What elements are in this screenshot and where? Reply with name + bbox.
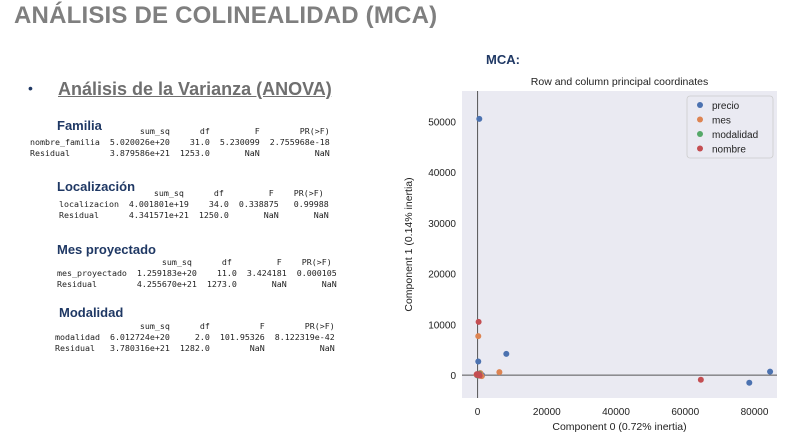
data-point-mes	[496, 369, 503, 376]
legend-marker-modalidad	[697, 131, 703, 137]
data-point-precio	[476, 115, 483, 122]
x-tick-label: 60000	[671, 407, 699, 418]
y-tick-label: 40000	[428, 168, 456, 179]
section-title-familia: Familia	[57, 118, 102, 133]
section-title-modalidad: Modalidad	[59, 305, 124, 320]
mca-scatter-chart: Row and column principal coordinates 0 200…	[403, 76, 777, 433]
data-point-nombre	[475, 371, 482, 378]
legend-marker-nombre	[697, 145, 703, 152]
data-point-nombre	[475, 318, 482, 325]
data-point-nombre	[697, 376, 704, 383]
section-title-localizacion: Localización	[57, 179, 136, 194]
y-tick-label: 0	[450, 371, 456, 382]
slide-title: ANÁLISIS DE COLINEALIDAD (MCA)	[14, 2, 438, 29]
y-tick-label: 10000	[428, 320, 456, 331]
anova-table-localizacion: sum_sq df F PR(>F) localizacion 4.001801…	[59, 188, 329, 220]
y-axis-label: Component 1 (0.14% inertia)	[403, 177, 415, 311]
section-title-mes-proyectado: Mes proyectado	[57, 242, 156, 257]
data-point-precio	[746, 379, 753, 386]
data-point-precio	[475, 358, 482, 365]
legend-label-mes: mes	[712, 116, 731, 127]
data-point-precio	[503, 350, 510, 357]
legend-label-modalidad: modalidad	[712, 130, 758, 141]
x-tick-label: 40000	[602, 407, 630, 418]
legend-marker-mes	[697, 116, 703, 123]
y-tick-label: 30000	[428, 219, 456, 230]
anova-table-mes-proyectado: sum_sq df F PR(>F) mes_proyectado 1.2591…	[57, 257, 337, 289]
y-tick-label: 50000	[428, 117, 456, 128]
data-point-mes	[475, 333, 482, 340]
anova-subtitle: Análisis de la Varianza (ANOVA)	[58, 79, 332, 99]
data-point-precio	[767, 368, 774, 375]
mca-label: MCA:	[486, 52, 520, 67]
legend-label-precio: precio	[712, 101, 740, 112]
y-tick-label: 20000	[428, 270, 456, 281]
chart-title: Row and column principal coordinates	[531, 76, 708, 88]
legend-box	[686, 95, 774, 159]
legend-label-nombre: nombre	[712, 145, 746, 156]
x-tick-label: 20000	[533, 407, 561, 418]
anova-table-modalidad: sum_sq df F PR(>F) modalidad 6.012724e+2…	[55, 321, 335, 353]
x-tick-label: 80000	[741, 407, 769, 418]
legend-marker-precio	[697, 102, 703, 108]
bullet-point: •	[28, 80, 33, 96]
x-tick-label: 0	[475, 407, 481, 418]
x-axis-label: Component 0 (0.72% inertia)	[552, 421, 686, 433]
anova-table-familia: sum_sq df F PR(>F) nombre_familia 5.0200…	[30, 126, 330, 158]
